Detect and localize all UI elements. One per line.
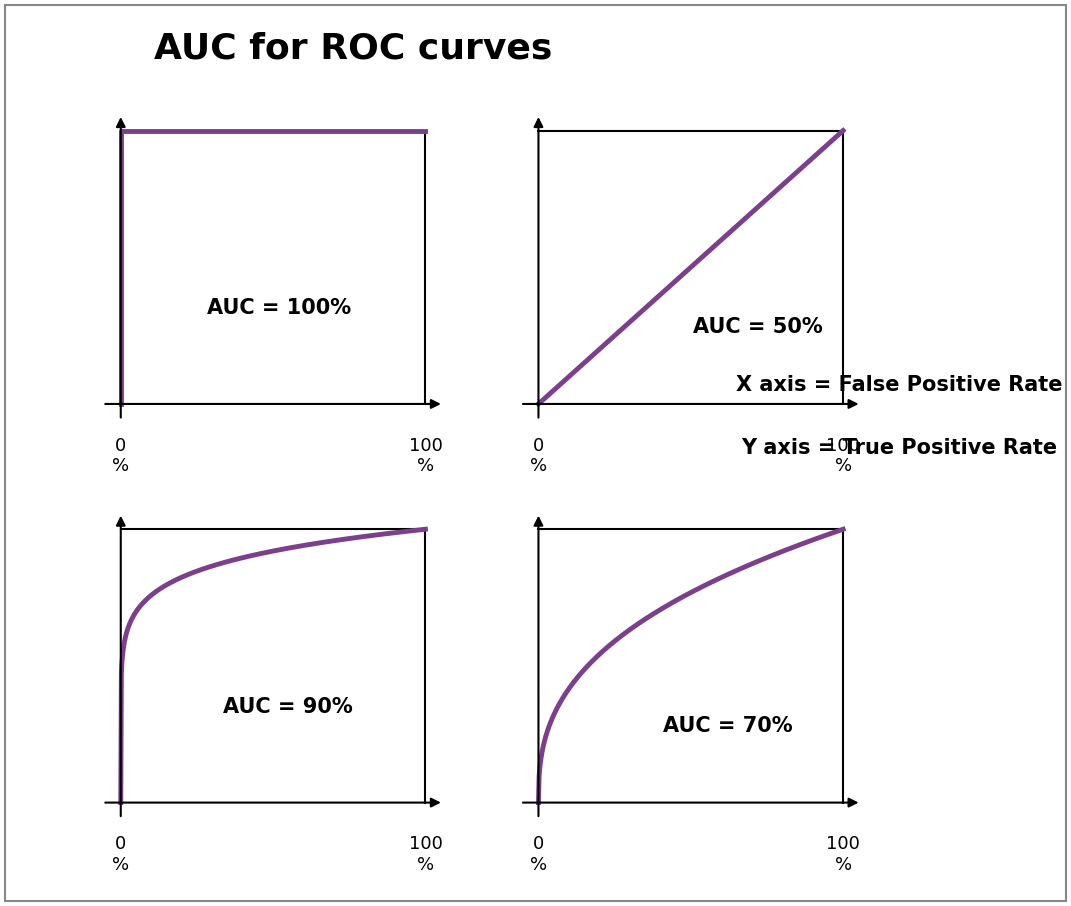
Text: 100
%: 100 %	[826, 437, 860, 476]
Text: 100
%: 100 %	[826, 835, 860, 874]
Text: AUC = 100%: AUC = 100%	[207, 298, 351, 318]
Text: Y axis = True Positive Rate: Y axis = True Positive Rate	[741, 439, 1058, 458]
Text: AUC = 50%: AUC = 50%	[693, 317, 823, 337]
Text: X axis = False Positive Rate: X axis = False Positive Rate	[737, 375, 1062, 395]
Text: AUC for ROC curves: AUC for ROC curves	[154, 32, 553, 66]
Text: AUC = 70%: AUC = 70%	[663, 716, 793, 736]
Text: 0
%: 0 %	[112, 437, 130, 476]
Text: 100
%: 100 %	[408, 437, 442, 476]
Text: 0
%: 0 %	[112, 835, 130, 874]
Text: 100
%: 100 %	[408, 835, 442, 874]
Text: AUC = 90%: AUC = 90%	[224, 697, 353, 717]
Text: 0
%: 0 %	[530, 437, 547, 476]
Text: 0
%: 0 %	[530, 835, 547, 874]
